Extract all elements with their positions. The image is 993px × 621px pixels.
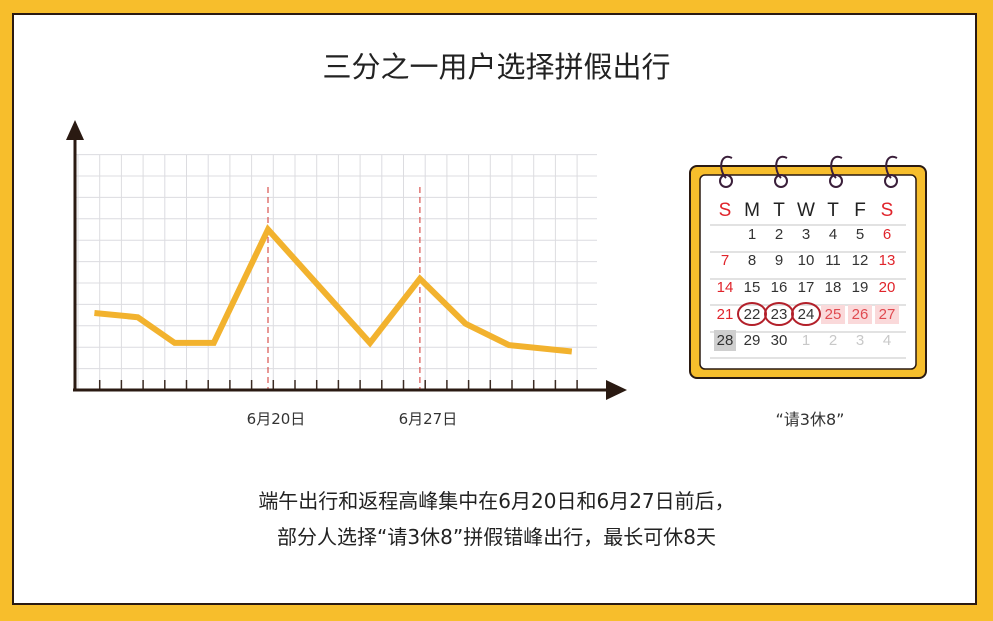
calendar-day: 4 [829, 226, 837, 243]
weekday-label: T [773, 200, 785, 221]
ring-icon [884, 174, 898, 188]
series-line [94, 224, 573, 355]
calendar-day: 6 [883, 226, 891, 243]
calendar-day: 18 [825, 279, 842, 296]
weekday-label: T [827, 200, 839, 221]
calendar-day: 25 [825, 306, 842, 323]
calendar-day: 22 [744, 306, 761, 323]
ring-icon [829, 174, 843, 188]
highlight-box [848, 305, 872, 324]
x-tick-label: 6月20日 [247, 410, 306, 428]
caption: 端午出行和返程高峰集中在6月20日和6月27日前后， 部分人选择“请3休8”拼假… [0, 483, 993, 555]
ring-icon [719, 174, 733, 188]
calendar-day: 15 [744, 279, 761, 296]
calendar-day: 19 [852, 279, 869, 296]
circled-day [791, 302, 821, 326]
page-title: 三分之一用户选择拼假出行 [322, 50, 671, 84]
calendar-day: 5 [856, 226, 864, 243]
calendar-day: 1 [802, 332, 810, 349]
gray-box [714, 330, 736, 351]
weekday-label: S [719, 200, 732, 221]
calendar-day: 4 [883, 332, 891, 349]
calendar-day: 9 [775, 252, 783, 269]
calendar-day: 16 [771, 279, 788, 296]
calendar-day: 24 [798, 306, 815, 323]
calendar-day: 27 [879, 306, 896, 323]
calendar-day: 10 [798, 252, 815, 269]
calendar-day: 8 [748, 252, 756, 269]
x-tick-label: 6月27日 [399, 410, 458, 428]
weekday-label: S [881, 200, 894, 221]
weekday-label: M [744, 200, 760, 221]
weekday-label: W [797, 200, 815, 221]
calendar-caption: “请3休8” [775, 410, 845, 429]
calendar-day: 1 [748, 226, 756, 243]
calendar-day: 2 [829, 332, 837, 349]
caption-line: 部分人选择“请3休8”拼假错峰出行，最长可休8天 [277, 525, 716, 549]
highlight-box [821, 305, 845, 324]
calendar-day: 23 [771, 306, 788, 323]
calendar-day: 3 [856, 332, 864, 349]
x-axis-arrow [606, 380, 627, 400]
calendar-day: 30 [771, 332, 788, 349]
calendar-day: 11 [825, 252, 841, 269]
y-axis-arrow [66, 120, 84, 140]
caption-line: 端午出行和返程高峰集中在6月20日和6月27日前后， [258, 489, 735, 513]
calendar-day: 12 [852, 252, 869, 269]
calendar-day: 29 [744, 332, 761, 349]
calendar-day: 14 [717, 279, 734, 296]
calendar-day: 13 [879, 252, 896, 269]
calendar-day: 7 [721, 252, 729, 269]
weekday-label: F [854, 200, 866, 221]
ring-icon [774, 174, 788, 188]
calendar-day: 26 [852, 306, 869, 323]
calendar-day: 20 [879, 279, 896, 296]
calendar-day: 2 [775, 226, 783, 243]
calendar-day: 17 [798, 279, 815, 296]
calendar-day: 21 [717, 306, 734, 323]
calendar-day: 3 [802, 226, 810, 243]
highlight-box [875, 305, 899, 324]
calendar-day: 28 [717, 332, 734, 349]
